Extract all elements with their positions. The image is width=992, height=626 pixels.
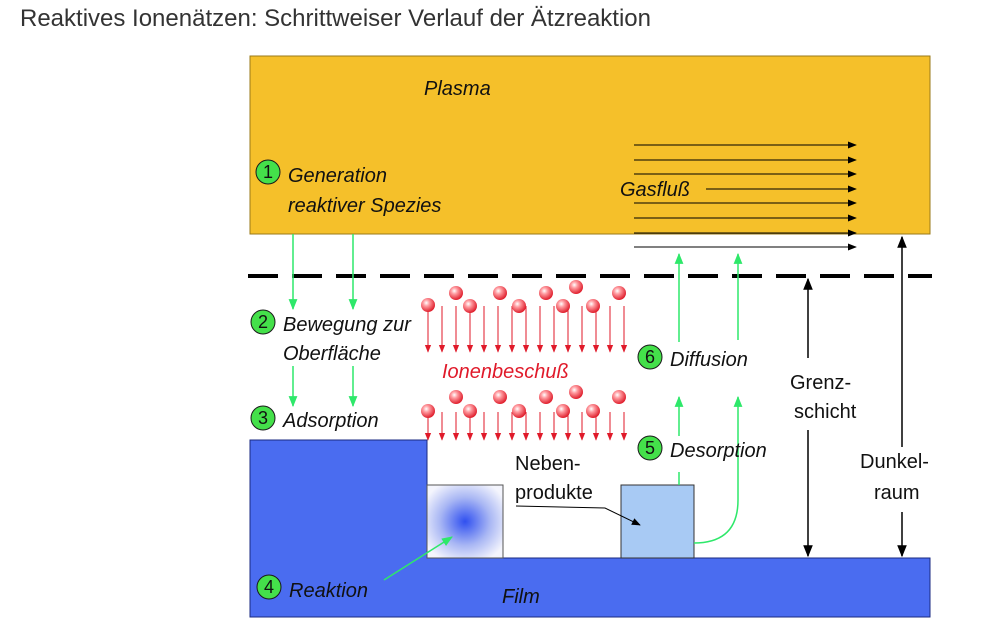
movement-arrows — [288, 234, 358, 408]
step-5: 5 Desorption — [637, 435, 767, 462]
dark-space-label-1: Dunkel- — [860, 451, 929, 473]
step-3: 3 Adsorption — [250, 405, 379, 432]
step-2: 2 Bewegung zur Oberfläche — [250, 309, 412, 365]
step-1-line-1: Generation — [288, 165, 387, 187]
step-2-line-2: Oberfläche — [283, 343, 381, 365]
step-3-line-1: Adsorption — [282, 410, 379, 432]
byproducts-label-2: produkte — [515, 482, 593, 504]
step-5-line-1: Desorption — [670, 440, 767, 462]
gas-flow-arrows — [634, 141, 857, 251]
desorption-diffusion-arrows — [674, 252, 743, 544]
step-4: 4 Reaktion — [256, 574, 368, 602]
plasma-label: Plasma — [424, 78, 491, 100]
step-2-number: 2 — [258, 312, 268, 332]
reaction-pointer-arrow — [383, 536, 453, 581]
step-4-number: 4 — [264, 577, 274, 597]
boundary-layer-label-2: schicht — [794, 401, 857, 423]
step-6-line-1: Diffusion — [670, 349, 748, 371]
reaction-zone — [426, 484, 504, 559]
step-5-number: 5 — [645, 438, 655, 458]
step-1-line-2: reaktiver Spezies — [288, 195, 441, 217]
step-1: 1 Generation reaktiver Spezies — [255, 159, 441, 217]
step-6: 6 Diffusion — [637, 344, 748, 371]
byproducts-pointer-arrow — [515, 505, 641, 526]
dark-space-label-2: raum — [874, 482, 920, 504]
step-1-badge — [255, 159, 281, 185]
ion-bombardment-lower — [421, 385, 628, 441]
film-label: Film — [502, 586, 540, 608]
diagram-title: Reaktives Ionenätzen: Schrittweiser Verl… — [20, 5, 651, 32]
step-1-number: 1 — [263, 162, 273, 182]
step-4-line-1: Reaktion — [289, 580, 368, 602]
step-3-number: 3 — [258, 408, 268, 428]
step-6-badge — [637, 344, 663, 370]
step-6-number: 6 — [645, 347, 655, 367]
boundary-layer-label-1: Grenz- — [790, 372, 851, 394]
step-2-badge — [250, 309, 276, 335]
step-2-line-1: Bewegung zur — [283, 314, 412, 336]
step-5-badge — [637, 435, 663, 461]
step-3-badge — [250, 405, 276, 431]
ion-bombardment-upper — [421, 280, 628, 353]
ion-bombardment-label: Ionenbeschuß — [442, 361, 569, 383]
step-4-badge — [256, 574, 282, 600]
gas-flow-label: Gasfluß — [620, 179, 690, 201]
byproducts-label-1: Neben- — [515, 453, 581, 475]
